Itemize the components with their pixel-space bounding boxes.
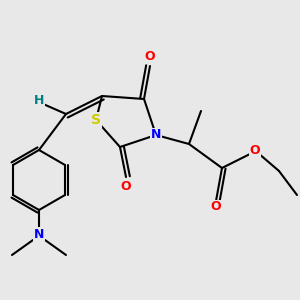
Text: O: O (250, 143, 260, 157)
Text: O: O (121, 179, 131, 193)
Text: N: N (34, 227, 44, 241)
Text: N: N (151, 128, 161, 142)
Text: H: H (34, 94, 44, 107)
Text: S: S (91, 113, 101, 127)
Text: O: O (211, 200, 221, 214)
Text: O: O (145, 50, 155, 64)
